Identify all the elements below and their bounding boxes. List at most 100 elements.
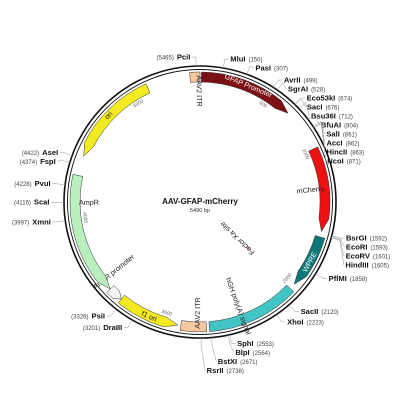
site-leader-avrii: [273, 79, 283, 88]
site-leader-sphi: [229, 334, 236, 344]
site-leader-ecorv: [331, 236, 345, 257]
backbone-outer-ring: [63, 65, 337, 339]
site-position: (2671): [240, 360, 257, 366]
site-name: BstXI: [218, 357, 237, 366]
site-name: SgrAI: [288, 85, 308, 94]
site-leader-sacii: [289, 304, 300, 312]
site-position: (1592): [370, 237, 387, 243]
site-position: (674): [338, 97, 352, 103]
site-position: (676): [325, 106, 339, 112]
feature-label-ampr: AmpR: [79, 198, 99, 207]
site-name: BlpI: [235, 348, 249, 357]
feature-f1-ori-6: [117, 294, 179, 328]
feature-gfap-promoter-1: [201, 71, 289, 114]
site-ncoi: NcoI (871): [327, 157, 360, 166]
site-leader-xmni: [52, 220, 66, 223]
site-position: (3326): [71, 315, 88, 321]
feature-aav2-itr-0: [189, 71, 201, 83]
site-position: (871): [347, 160, 361, 166]
site-pflmi: PflMI (1858): [329, 274, 367, 283]
site-position: (1605): [372, 264, 389, 270]
site-psii: (3326) PsiI: [71, 312, 105, 321]
feature-mcherry-2: [308, 146, 331, 233]
site-leader-asei: [59, 152, 73, 156]
plasmid-size: 5490 bp: [190, 208, 210, 214]
site-blpi: BlpI (2564): [235, 348, 270, 357]
site-ecori: EcoRI (1593): [346, 243, 388, 252]
site-position: (3201): [83, 326, 100, 332]
site-leader-sgrai: [277, 82, 287, 91]
site-position: (2223): [307, 320, 324, 326]
site-fspi: (4374) FspI: [20, 157, 56, 166]
site-asei: (4422) AseI: [22, 148, 58, 157]
site-name: SacI: [307, 103, 323, 112]
tick-label-4000: 4000: [81, 212, 88, 224]
site-name: BfuAI: [321, 121, 341, 130]
site-position: (4422): [22, 151, 39, 157]
feature-label-aav2-itr: AAV2 ITR: [195, 75, 204, 107]
site-position: (4374): [20, 160, 37, 166]
site-leader-ncoi: [314, 122, 327, 162]
site-eco53ki: Eco53kI (674): [307, 94, 353, 103]
site-sacii: SacII (2120): [301, 307, 339, 316]
site-sphi: SphI (2553): [237, 339, 274, 348]
site-position: (712): [339, 115, 353, 121]
site-position: (4116): [14, 201, 31, 207]
site-bstxi: BstXI (2671): [218, 357, 258, 366]
site-name: ScaI: [34, 198, 50, 207]
site-name: EcoRV: [346, 252, 371, 261]
site-leader-rsrii: [200, 337, 206, 371]
site-name: RsrII: [207, 366, 224, 375]
site-name: XhoI: [287, 317, 303, 326]
tick-label-1000: 1000: [300, 148, 310, 161]
site-name: HindIII: [345, 261, 368, 270]
site-name: Bsu36I: [311, 112, 336, 121]
tick-label-3000: 3000: [160, 309, 173, 318]
site-leader-pvui: [52, 183, 66, 186]
site-leader-draiii: [123, 319, 133, 328]
site-mlui: MluI (150): [230, 55, 262, 64]
site-leader-eco53ki: [294, 97, 306, 105]
site-position: (862): [345, 142, 359, 148]
site-position: (307): [274, 67, 288, 73]
site-bfuai: BfuAI (804): [321, 121, 358, 130]
site-pcii: (5465) PciI: [156, 53, 190, 62]
site-name: AccI: [326, 139, 342, 148]
site-saci: SacI (676): [307, 103, 340, 112]
site-name: PvuI: [35, 179, 51, 188]
site-xmni: (3997) XmnI: [12, 217, 51, 226]
site-position: (2738): [227, 369, 244, 375]
site-position: (2564): [253, 351, 270, 357]
site-position: (5465): [156, 56, 173, 62]
tick-label-2000: 2000: [281, 272, 294, 285]
site-ecorv: EcoRV (1601): [346, 252, 391, 261]
site-pasi: PasI (307): [255, 64, 288, 73]
site-name: HincII: [327, 148, 348, 157]
site-leader-bsu36i: [298, 102, 310, 117]
site-name: FspI: [40, 157, 56, 166]
site-name: SalI: [326, 130, 340, 139]
site-leader-xhoi: [276, 314, 286, 323]
site-scai: (4116) ScaI: [14, 198, 50, 207]
site-name: BsrGI: [346, 234, 367, 243]
feature-label-wpre: WPRE: [300, 250, 318, 273]
site-position: (863): [350, 151, 364, 157]
site-name: MluI: [230, 55, 245, 64]
site-leader-pcii: [191, 56, 197, 67]
site-sgrai: SgrAI (528): [288, 85, 325, 94]
backbone-layer: [63, 65, 337, 339]
site-name: EcoRI: [346, 243, 368, 252]
site-leader-psii: [106, 308, 117, 317]
site-position: (499): [303, 79, 317, 85]
site-leader-hindiii: [331, 237, 345, 266]
site-name: Eco53kI: [307, 94, 336, 103]
feature-ampr-8: [69, 174, 111, 290]
site-avrii: AvrII (499): [284, 76, 318, 85]
site-position: (804): [344, 124, 358, 130]
site-sali: SalI (861): [326, 130, 357, 139]
site-position: (861): [343, 133, 357, 139]
site-position: (2553): [257, 342, 274, 348]
site-hindiii: HindIII (1605): [345, 261, 389, 270]
site-leader-bfuai: [308, 113, 320, 126]
tick-label-5000: 5000: [132, 98, 145, 109]
